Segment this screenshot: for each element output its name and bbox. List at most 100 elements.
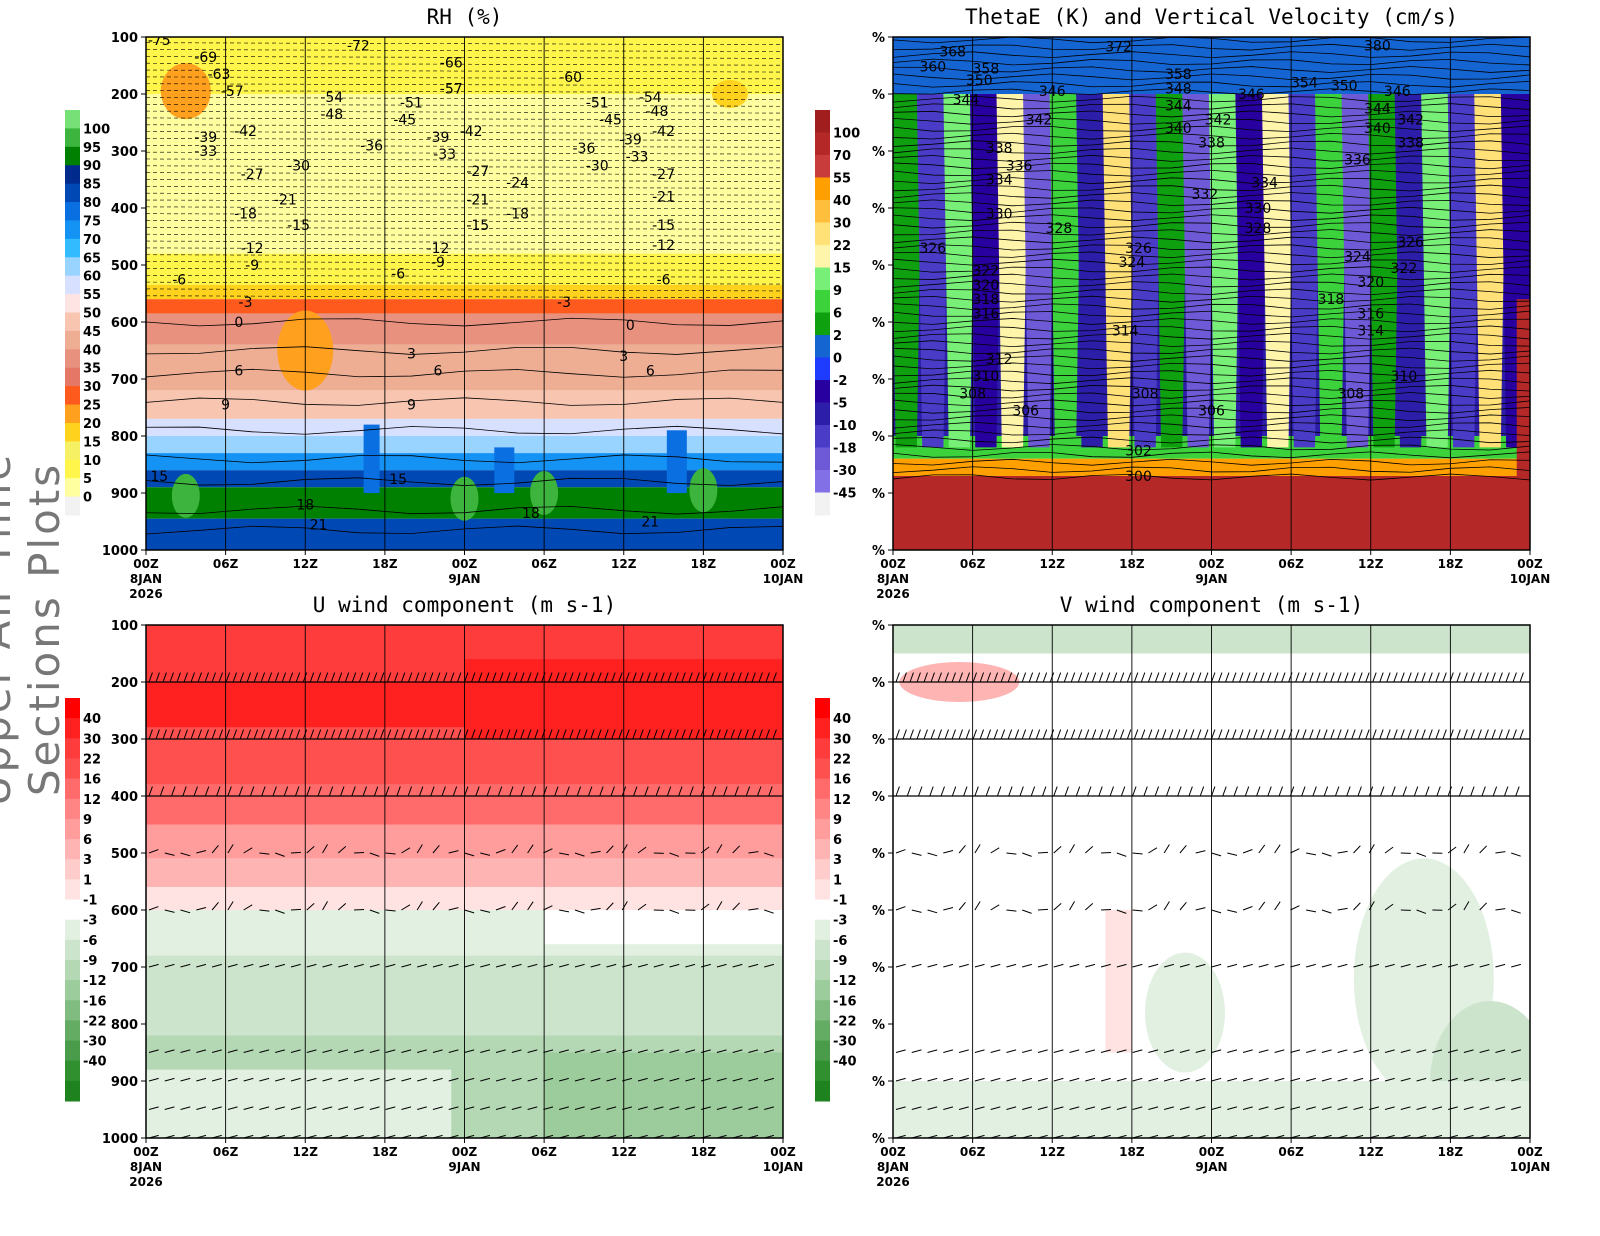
wind-barb — [260, 729, 266, 740]
contour-label: -3 — [557, 295, 571, 311]
wind-barb — [464, 909, 475, 914]
wind-barb — [669, 963, 680, 968]
wind-barb — [534, 672, 539, 683]
wind-barb — [974, 844, 981, 854]
wind-barb — [328, 786, 334, 797]
wind-barb — [1432, 1106, 1443, 1110]
y-tick-label: 900 — [111, 1075, 138, 1090]
wind-barb — [990, 847, 1000, 854]
wind-barb — [527, 1077, 538, 1082]
wind-barb — [993, 672, 999, 683]
contour-label: 324 — [1344, 249, 1371, 265]
wind-barb — [295, 786, 300, 797]
y-tick-label: % — [872, 202, 885, 217]
wind-barb — [1470, 672, 1475, 683]
wind-barb — [702, 729, 707, 740]
wind-barb — [943, 1106, 954, 1110]
wind-barb — [316, 672, 322, 683]
wind-barb — [745, 786, 751, 797]
wind-barb — [1242, 1077, 1253, 1082]
contour-label: 21 — [641, 515, 659, 531]
wind-barb — [1492, 786, 1498, 797]
vertical-velocity-fill — [1208, 94, 1241, 448]
x-tick-label: 06Z — [1278, 1145, 1304, 1159]
y-tick-label: 100 — [111, 619, 138, 634]
wind-barb — [610, 786, 615, 797]
wind-barb — [943, 850, 954, 854]
panel-4: V wind component (m s-1)%%%%%%%%%%00Z 06Z… — [815, 593, 1550, 1189]
wind-barb — [1505, 729, 1510, 740]
wind-barb — [196, 1106, 207, 1110]
colorbar-swatch — [815, 290, 830, 313]
wind-barb — [1195, 907, 1206, 911]
wind-barb — [1393, 672, 1398, 683]
wind-barb — [1495, 963, 1506, 968]
wind-barb — [354, 908, 365, 911]
wind-barb — [351, 729, 357, 740]
wind-barb — [1442, 672, 1447, 683]
contour-label: -6 — [172, 272, 186, 288]
wind-barb — [1274, 1049, 1285, 1053]
wind-barb — [622, 1049, 633, 1053]
x-date-label: 2026 — [876, 1175, 909, 1189]
wind-barb — [1204, 672, 1209, 683]
wind-barb — [895, 849, 906, 854]
contour-fill-region — [494, 447, 515, 493]
wind-barb — [164, 1106, 175, 1110]
wind-barb — [700, 846, 710, 854]
colorbar-label: 3 — [83, 853, 92, 868]
wind-barb — [495, 906, 506, 911]
wind-barb — [695, 672, 700, 683]
wind-barb — [1030, 786, 1036, 797]
wind-barb — [275, 852, 285, 857]
wind-barb — [1116, 909, 1127, 914]
wind-barb — [574, 909, 585, 914]
wind-barb — [637, 963, 648, 968]
vertical-velocity-fill — [1076, 94, 1108, 448]
wind-barb — [180, 963, 191, 968]
wind-barb — [1177, 786, 1182, 797]
contour-label: 312 — [986, 352, 1013, 368]
wind-barb — [1428, 672, 1433, 683]
wind-barb — [1512, 672, 1517, 683]
x-date-label: 10JAN — [1510, 572, 1551, 586]
wind-barb — [385, 1106, 396, 1110]
wind-barb — [1077, 729, 1083, 740]
wind-barb — [748, 1106, 759, 1110]
colorbar-swatch — [815, 758, 830, 780]
wind-barb — [369, 963, 380, 968]
wind-barb — [1006, 909, 1017, 912]
wind-barb — [196, 963, 207, 968]
wind-barb — [700, 1077, 711, 1082]
wind-barb — [633, 786, 638, 797]
wind-barb — [951, 729, 956, 740]
colorbar-swatch — [65, 899, 80, 921]
wind-barb — [1505, 672, 1510, 683]
contour-label: 314 — [1112, 324, 1139, 340]
wind-barb — [569, 672, 574, 683]
y-tick-label: % — [872, 544, 885, 559]
wind-barb — [1070, 672, 1076, 683]
wind-barb — [1278, 786, 1283, 797]
wind-barb — [606, 1106, 617, 1110]
colorbar-label: 40 — [833, 194, 851, 209]
wind-barb — [1495, 1077, 1506, 1082]
wind-barb — [986, 672, 992, 683]
colorbar-label: 3 — [833, 853, 842, 868]
wind-barb — [1112, 672, 1118, 683]
x-tick-label: 18Z — [1438, 1145, 1464, 1159]
contour-label: 21 — [310, 517, 328, 533]
wind-barb — [669, 1106, 680, 1110]
wind-barb — [674, 672, 679, 683]
colorbar-swatch — [65, 919, 80, 941]
wind-barb — [1400, 672, 1405, 683]
wind-barb — [639, 672, 644, 683]
contour-label: -45 — [599, 113, 622, 129]
x-tick-label: 00Z — [452, 1145, 478, 1159]
wind-barb — [1484, 729, 1489, 740]
colorbar-swatch — [65, 839, 80, 860]
wind-barb — [732, 902, 741, 911]
wind-barb — [441, 786, 446, 797]
wind-barb — [1053, 845, 1062, 854]
wind-barb — [344, 729, 350, 740]
